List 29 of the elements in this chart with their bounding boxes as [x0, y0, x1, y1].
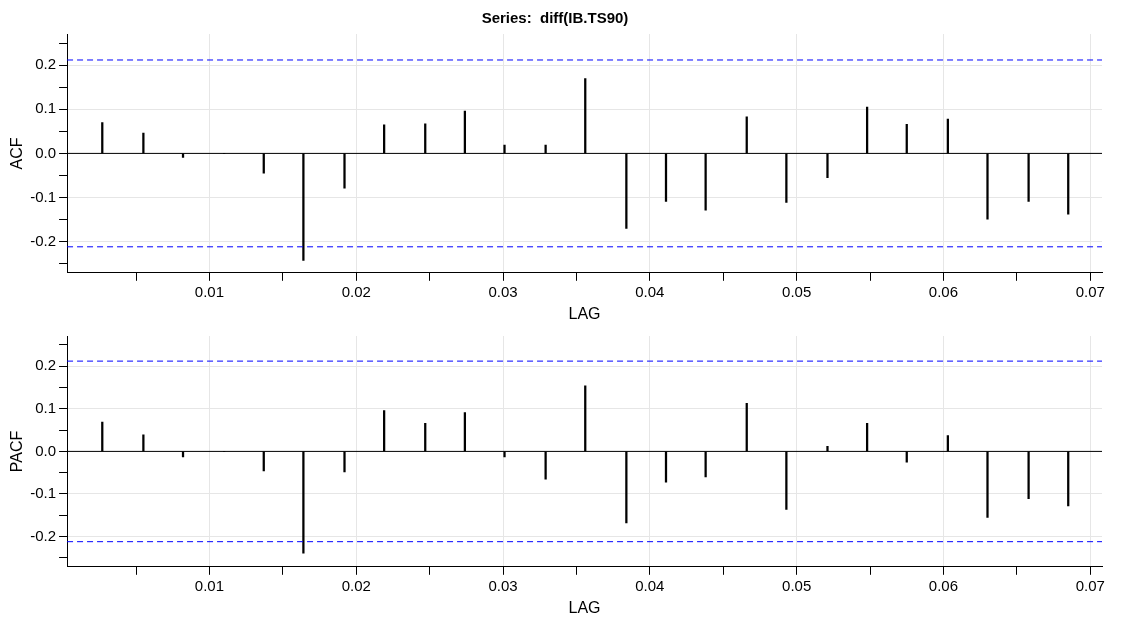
x-tick-label: 0.01 — [194, 282, 225, 300]
chart-title: Series: diff(IB.TS90) — [481, 9, 629, 27]
y-tick-label: -0.1 — [30, 484, 57, 502]
y-tick-label: -0.2 — [30, 231, 57, 249]
x-tick-label: 0.06 — [928, 282, 959, 300]
x-tick-label: 0.01 — [194, 576, 225, 594]
x-tick-label: 0.03 — [488, 282, 518, 300]
y-tick-label: 0.2 — [35, 55, 57, 73]
y-tick-label: 0.0 — [35, 143, 57, 161]
x-axis-title: LAG — [568, 304, 601, 322]
y-tick-label: -0.1 — [30, 187, 57, 205]
x-tick-label: 0.05 — [782, 282, 812, 300]
x-tick-label: 0.02 — [341, 282, 371, 300]
y-tick-label: -0.2 — [30, 526, 57, 544]
y-tick-label: 0.1 — [35, 398, 57, 416]
x-tick-label: 0.02 — [341, 576, 371, 594]
x-tick-label: 0.07 — [1075, 576, 1105, 594]
y-tick-label: 0.0 — [35, 441, 57, 459]
y-tick-label: 0.1 — [35, 99, 57, 117]
x-tick-label: 0.04 — [635, 576, 665, 594]
y-axis-title: PACF — [8, 430, 26, 473]
x-axis-title: LAG — [568, 598, 601, 616]
x-tick-label: 0.06 — [928, 576, 959, 594]
x-tick-label: 0.03 — [488, 576, 518, 594]
x-tick-label: 0.07 — [1075, 282, 1105, 300]
y-axis-title: ACF — [8, 137, 26, 170]
x-tick-label: 0.04 — [635, 282, 665, 300]
y-tick-label: 0.2 — [35, 356, 57, 374]
x-tick-label: 0.05 — [782, 576, 812, 594]
